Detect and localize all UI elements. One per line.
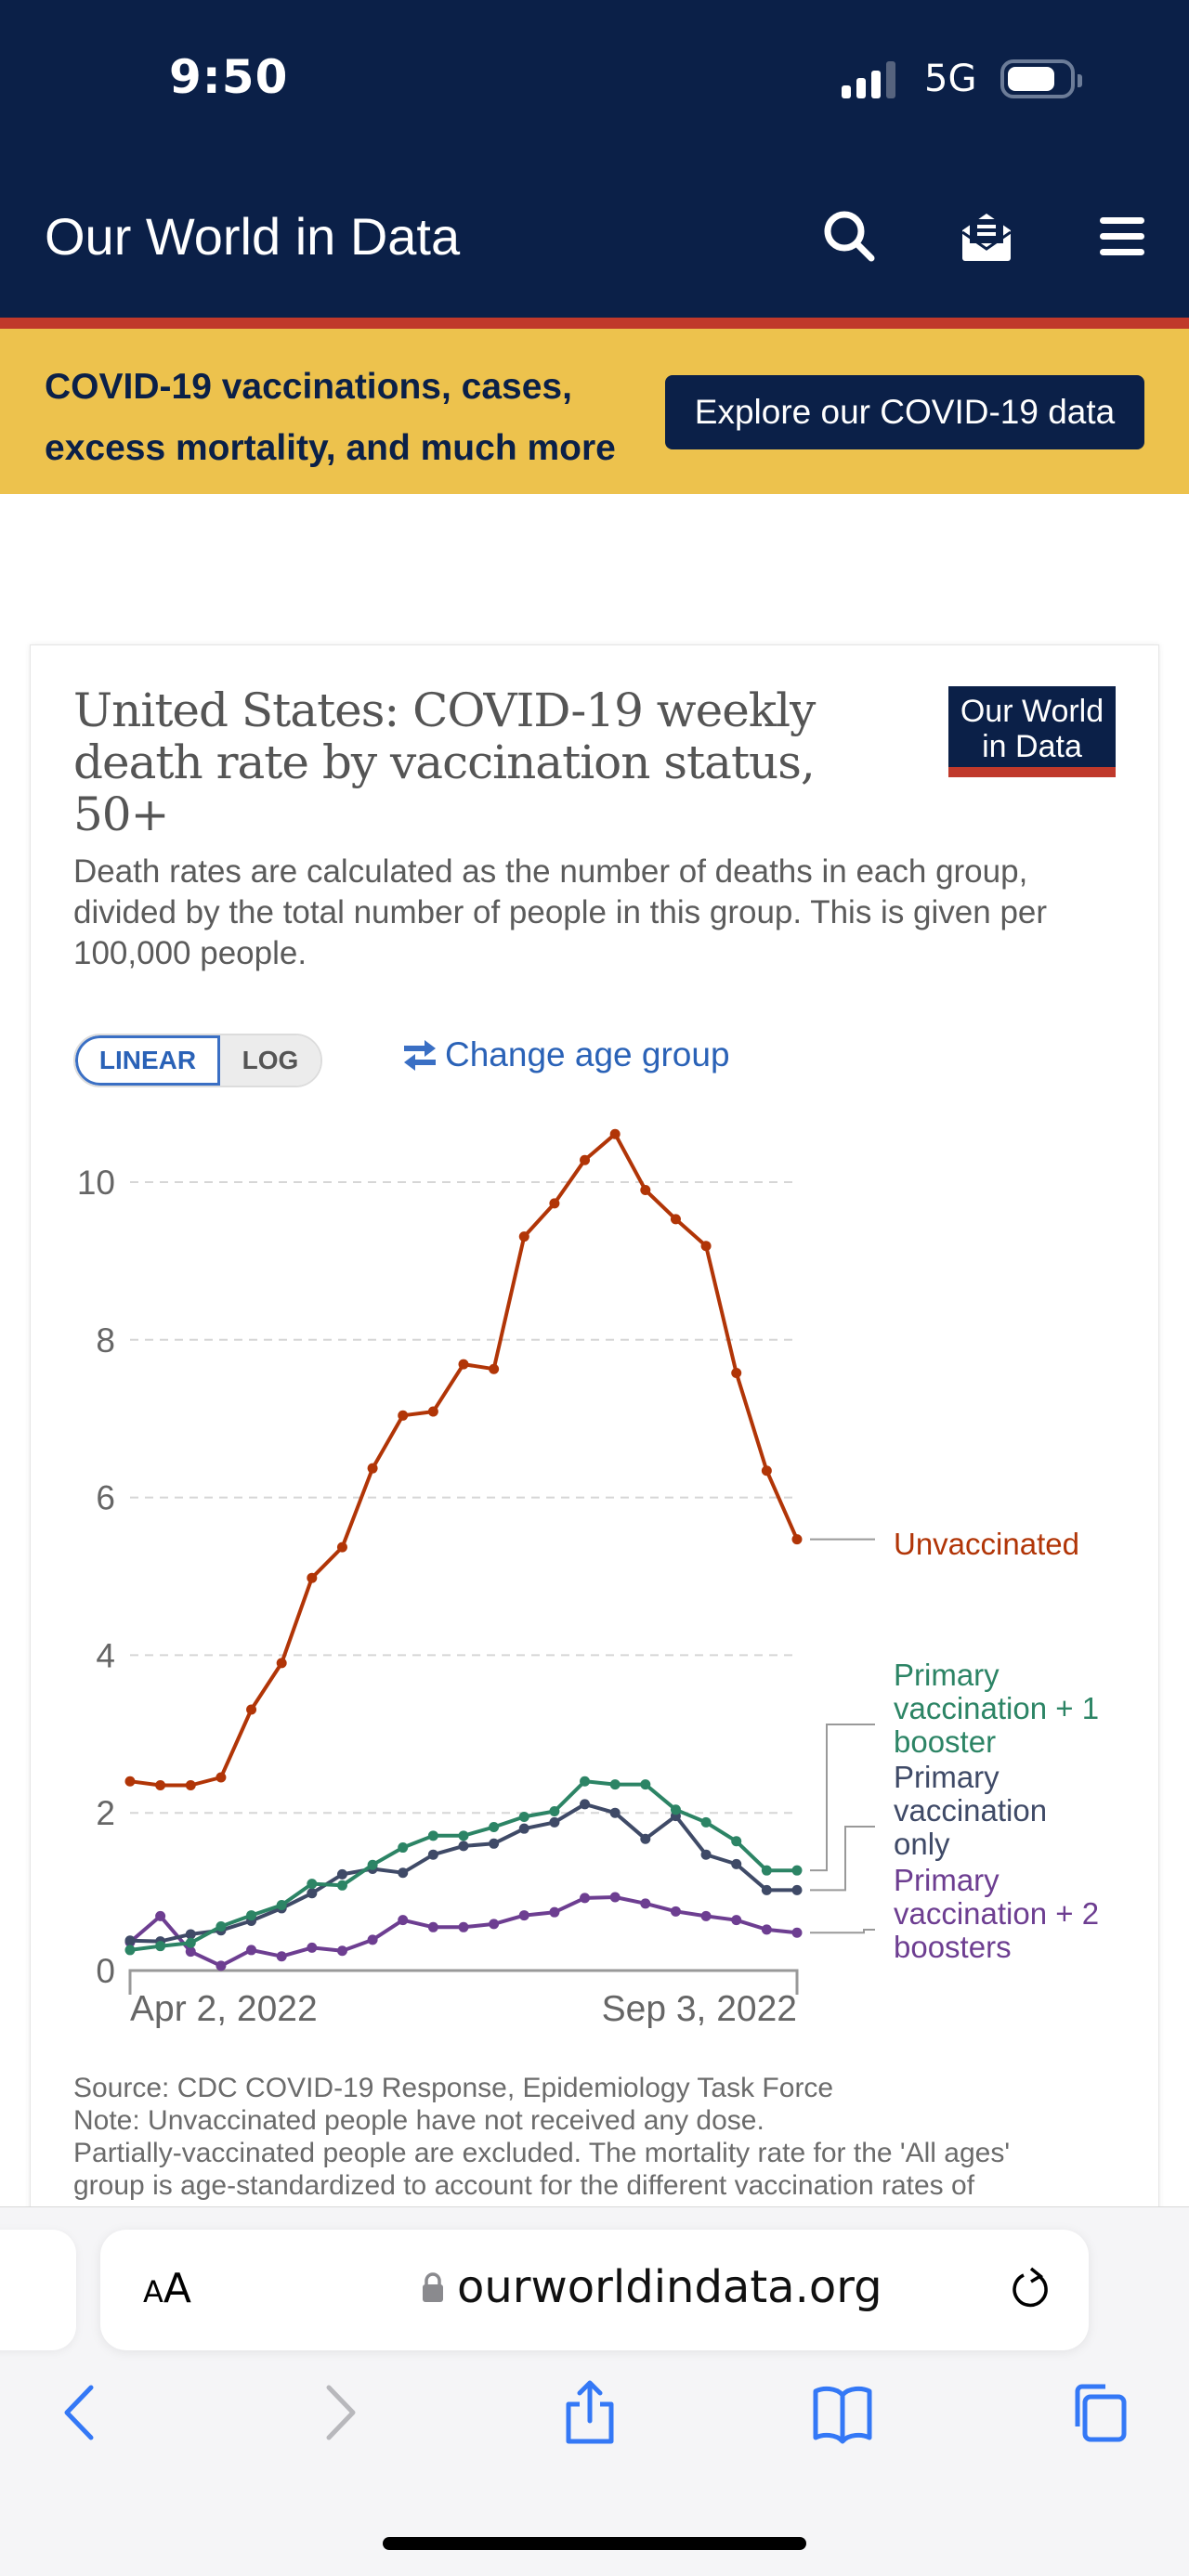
status-time: 9:50 (169, 50, 289, 104)
site-title[interactable]: Our World in Data (45, 207, 461, 266)
chart-title: United States: COVID-19 weekly death rat… (73, 683, 816, 841)
url-display[interactable]: ourworldindata.org (422, 2261, 882, 2313)
home-indicator[interactable] (383, 2537, 806, 2550)
source-line: Source: CDC COVID-19 Response, Epidemiol… (73, 2073, 834, 2103)
swap-arrows-icon (404, 1040, 436, 1071)
logo-line-1: Our World (960, 694, 1104, 729)
explore-covid-data-button[interactable]: Explore our COVID-19 data (665, 375, 1144, 449)
url-text: ourworldindata.org (457, 2261, 882, 2313)
owid-logo[interactable]: Our World in Data (948, 686, 1116, 777)
share-icon[interactable] (557, 2380, 622, 2445)
address-bar[interactable]: AA ourworldindata.org (100, 2230, 1089, 2350)
banner-text: COVID-19 vaccinations, cases, excess mor… (45, 367, 616, 468)
previous-tab-preview[interactable] (0, 2230, 76, 2350)
forward-icon[interactable] (307, 2380, 372, 2445)
log-scale-button[interactable]: LOG (220, 1035, 320, 1086)
battery-icon (1000, 59, 1082, 98)
scale-toggle: LINEAR LOG (73, 1034, 322, 1087)
signal-icon (842, 61, 899, 98)
back-icon[interactable] (48, 2380, 113, 2445)
linear-scale-button[interactable]: LINEAR (75, 1035, 220, 1086)
bookmarks-icon[interactable] (810, 2380, 875, 2445)
lock-icon (423, 2272, 443, 2302)
chart-footer-note: Source: CDC COVID-19 Response, Epidemiol… (73, 2072, 1132, 2202)
newsletter-icon[interactable] (957, 206, 1016, 266)
chart-card: United States: COVID-19 weekly death rat… (30, 644, 1159, 2223)
note-line: Note: Unvaccinated people have not recei… (73, 2105, 764, 2136)
page-settings-button[interactable]: AA (143, 2265, 191, 2312)
menu-icon[interactable] (1092, 206, 1152, 266)
change-age-group-label: Change age group (445, 1035, 730, 1073)
note-line: group is age-standardized to account for… (73, 2170, 975, 2201)
covid-banner: COVID-19 vaccinations, cases, excess mor… (0, 329, 1189, 494)
note-line: Partially-vaccinated people are excluded… (73, 2138, 1011, 2168)
change-age-group-button[interactable]: Change age group (400, 1035, 730, 1074)
chart-subtitle: Death rates are calculated as the number… (73, 853, 1048, 971)
header-accent-strip (0, 318, 1189, 329)
network-type: 5G (924, 58, 977, 100)
logo-line-2: in Data (982, 729, 1082, 764)
tabs-icon[interactable] (1065, 2380, 1130, 2445)
search-icon[interactable] (819, 206, 879, 266)
reload-icon[interactable] (1007, 2265, 1055, 2313)
browser-toolbar: AA ourworldindata.org (0, 2206, 1189, 2576)
site-header: 9:50 5G Our World in Data (0, 0, 1189, 318)
